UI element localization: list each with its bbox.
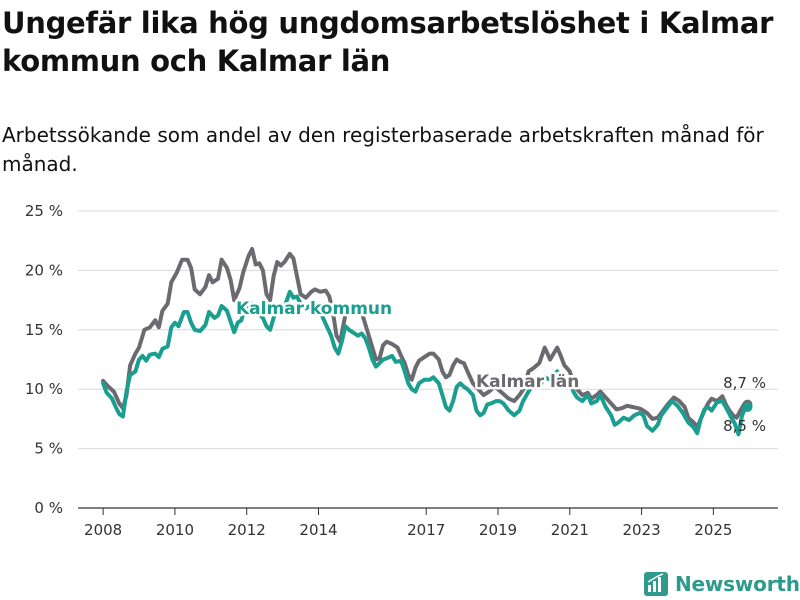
y-tick-label: 5 % bbox=[34, 440, 63, 458]
series-label-kalmar-lan: Kalmar län bbox=[476, 372, 579, 392]
end-value-label: 8,7 % bbox=[723, 374, 766, 392]
y-tick-label: 15 % bbox=[25, 321, 63, 339]
x-tick-label: 2023 bbox=[622, 521, 660, 539]
bar-chart-icon bbox=[644, 572, 668, 596]
y-tick-label: 20 % bbox=[25, 261, 63, 279]
x-tick-label: 2008 bbox=[84, 521, 122, 539]
series-line-kalmar-kommun bbox=[101, 289, 750, 437]
y-tick-label: 0 % bbox=[34, 499, 63, 517]
x-tick-label: 2014 bbox=[299, 521, 337, 539]
chart-subtitle: Arbetssökande som andel av den registerb… bbox=[2, 123, 764, 176]
series-line-kalmar-l-n bbox=[101, 247, 750, 430]
x-tick-label: 2019 bbox=[479, 521, 517, 539]
x-tick-label: 2025 bbox=[694, 521, 732, 539]
x-tick-label: 2021 bbox=[551, 521, 589, 539]
series-end-point bbox=[742, 402, 753, 413]
x-tick-label: 2017 bbox=[407, 521, 445, 539]
newsworthy-logo[interactable]: Newsworthy bbox=[643, 569, 800, 599]
chart-title: Ungefär lika hög ungdomsarbetslöshet i K… bbox=[2, 6, 774, 78]
brand-name: Newsworthy bbox=[675, 572, 800, 596]
y-tick-label: 10 % bbox=[25, 380, 63, 398]
x-tick-label: 2010 bbox=[156, 521, 194, 539]
x-tick-label: 2012 bbox=[228, 521, 266, 539]
end-value-label: 8,5 % bbox=[723, 417, 766, 435]
series-label-kalmar-kommun: Kalmar kommun bbox=[236, 299, 392, 319]
y-tick-label: 25 % bbox=[25, 202, 63, 220]
